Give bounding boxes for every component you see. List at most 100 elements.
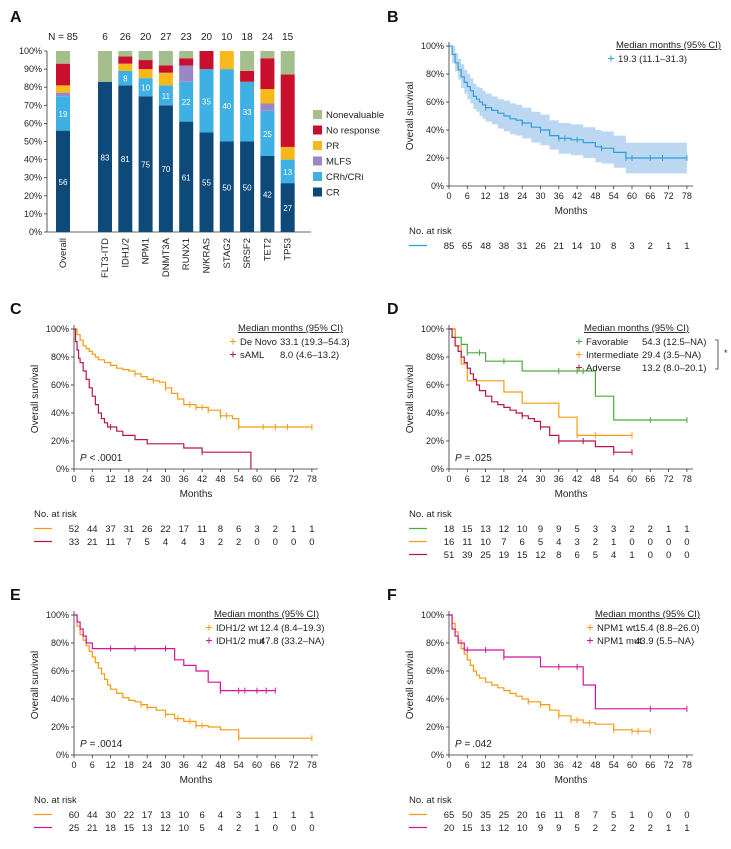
risk-value: 5 — [574, 524, 579, 535]
risk-value: 17 — [142, 810, 153, 821]
n-label: 26 — [120, 32, 132, 43]
x-tick-label: 6 — [465, 191, 470, 201]
risk-value: 5 — [145, 537, 150, 548]
y-axis-title: Overall survival — [30, 651, 41, 719]
bar-value-label: 10 — [141, 84, 150, 93]
bar-noneval — [56, 51, 70, 64]
bar-value-label: 50 — [243, 183, 252, 192]
legend-label: Nonevaluable — [326, 110, 384, 121]
x-tick-label: 6 — [90, 474, 95, 484]
risk-value: 1 — [666, 241, 671, 252]
y-tick-label: 50% — [24, 137, 42, 147]
risk-value: 2 — [236, 823, 241, 834]
x-tick-label: 48 — [590, 760, 600, 770]
risk-value: 25 — [499, 810, 510, 821]
panel-letter: F — [387, 587, 397, 604]
y-tick-label: 20% — [426, 722, 444, 732]
bar-cr — [219, 141, 234, 232]
bar-value-label: 27 — [283, 204, 292, 213]
x-tick-label: 48 — [590, 191, 600, 201]
risk-value: 3 — [199, 537, 204, 548]
x-tick-label: 72 — [289, 474, 299, 484]
y-tick-label: 20% — [24, 191, 42, 201]
risk-value: 65 — [462, 241, 473, 252]
risk-value: 18 — [444, 524, 455, 535]
x-tick-label: 12 — [106, 760, 116, 770]
risk-value: 19 — [499, 550, 510, 561]
x-tick-label: 60 — [252, 760, 262, 770]
y-tick-label: 90% — [24, 64, 42, 74]
legend-swatch — [313, 187, 322, 197]
risk-value: 26 — [142, 524, 153, 535]
y-tick-label: 100% — [19, 46, 42, 56]
risk-value: 8 — [218, 524, 223, 535]
x-tick-label: 42 — [197, 760, 207, 770]
survival-curve-orange — [74, 614, 312, 739]
x-tick-label: 72 — [664, 191, 674, 201]
y-tick-label: 10% — [24, 209, 42, 219]
risk-value: 1 — [666, 823, 671, 834]
legend-label: PR — [326, 141, 339, 152]
panel-e-chart: 0%20%40%60%80%100%0 6 12 18 24 30 36 42 48 54 60 66… — [30, 609, 324, 834]
bar-crh — [56, 96, 70, 131]
risk-value: 9 — [556, 823, 561, 834]
legend-title: Median months (95% CI) — [616, 40, 721, 51]
bar-pr — [219, 51, 234, 70]
x-tick-label: 12 — [481, 474, 491, 484]
risk-value: 3 — [611, 524, 616, 535]
risk-value: 0 — [648, 537, 653, 548]
risk-value: 11 — [554, 810, 564, 821]
n-label: 6 — [102, 32, 108, 43]
bar-crh — [260, 110, 275, 156]
y-tick-label: 100% — [46, 324, 69, 334]
risk-value: 15 — [124, 823, 135, 834]
x-tick-label: 72 — [289, 760, 299, 770]
panel-letter: B — [387, 9, 399, 26]
risk-value: 3 — [254, 524, 259, 535]
legend-label: MLFS — [326, 157, 351, 168]
category-label: STAG2 — [222, 238, 233, 268]
bar-value-label: 61 — [182, 173, 191, 182]
x-tick-label: 54 — [609, 760, 619, 770]
risk-value: 0 — [291, 537, 296, 548]
bar-crh — [158, 85, 173, 106]
legend-ci: 15.4 (8.8–26.0) — [635, 623, 699, 634]
y-axis-title: Overall survival — [30, 365, 41, 433]
bar-mlfs — [56, 92, 70, 97]
risk-value: 13 — [160, 810, 171, 821]
risk-value: 60 — [69, 810, 80, 821]
x-tick-label: 0 — [71, 760, 76, 770]
x-tick-label: 60 — [627, 760, 637, 770]
risk-value: 5 — [574, 823, 579, 834]
y-tick-label: 40% — [51, 694, 69, 704]
risk-value: 11 — [106, 537, 116, 548]
risk-value: 1 — [309, 810, 314, 821]
risk-value: 0 — [648, 550, 653, 561]
x-tick-label: 78 — [682, 474, 692, 484]
risk-value: 6 — [574, 550, 579, 561]
bar-crh — [138, 78, 153, 97]
risk-value: 2 — [218, 537, 223, 548]
bar-noneval — [179, 51, 194, 59]
significance-star: * — [724, 348, 728, 358]
risk-value: 6 — [199, 810, 204, 821]
bar-cr — [118, 85, 133, 232]
risk-value: 13 — [480, 823, 491, 834]
risk-value: 50 — [462, 810, 473, 821]
risk-value: 1 — [254, 823, 259, 834]
risk-value: 7 — [593, 810, 598, 821]
y-axis-title: Overall survival — [405, 365, 416, 433]
x-axis-title: Months — [555, 206, 588, 217]
risk-value: 31 — [124, 524, 135, 535]
y-tick-label: 20% — [51, 436, 69, 446]
risk-value: 18 — [105, 823, 116, 834]
bar-mlfs — [179, 65, 194, 82]
x-tick-label: 66 — [645, 760, 655, 770]
legend-title: Median months (95% CI) — [584, 323, 689, 334]
x-tick-label: 18 — [499, 191, 509, 201]
y-tick-label: 0% — [431, 750, 444, 760]
x-tick-label: 48 — [590, 474, 600, 484]
risk-value: 5 — [611, 810, 616, 821]
x-tick-label: 66 — [270, 474, 280, 484]
bar-cr — [280, 183, 295, 232]
